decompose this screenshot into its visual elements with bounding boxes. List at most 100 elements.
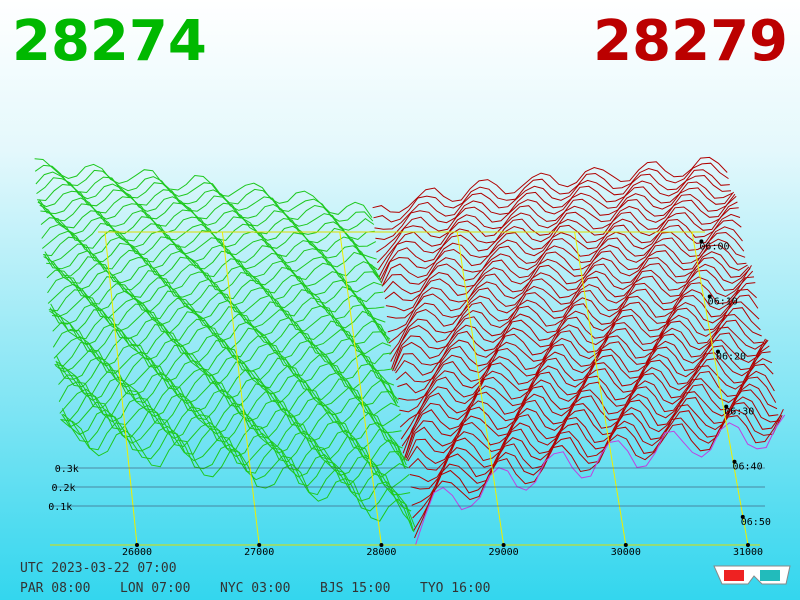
time-label: 06:50 (741, 517, 771, 528)
city-clock: BJS 15:00 (320, 581, 390, 596)
ask-depth-line (383, 226, 743, 295)
ask-depth-line (381, 213, 741, 287)
city-clock: LON 07:00 (120, 581, 190, 596)
ask-depth-line (398, 313, 762, 401)
time-label: 06:40 (732, 462, 762, 473)
bid-depth-line (50, 303, 397, 405)
ask-depth-line (392, 276, 755, 372)
utc-time: UTC 2023-03-22 07:00 (20, 561, 177, 576)
bid-depth-line (63, 419, 416, 528)
price-tick-label: 29000 (489, 547, 519, 558)
time-label: 06:00 (699, 241, 729, 252)
price-grid-line (339, 231, 382, 546)
ask-depth-line (395, 294, 759, 376)
bid-depth-line (55, 356, 404, 461)
time-tick (707, 294, 712, 299)
ask-depth-line (387, 251, 748, 333)
bid-depth-line (36, 177, 375, 241)
ask-depth-line (376, 187, 734, 264)
ask-depth-line (414, 408, 784, 539)
bid-depth-line (56, 361, 406, 470)
depth-tick-label: 0.1k (48, 502, 72, 513)
bid-depth-line (39, 204, 381, 281)
bid-depth-line (46, 262, 390, 342)
bid-depth-line (46, 269, 391, 345)
price-grid-line (104, 231, 138, 546)
bid-depth-line (61, 408, 414, 532)
ask-depth-line (415, 414, 786, 546)
ask-depth-line (376, 181, 733, 253)
ask-depth-line (410, 389, 779, 490)
price-tick-label: 31000 (733, 547, 763, 558)
bid-depth-line (52, 328, 400, 416)
ask-depth-line (388, 256, 750, 344)
price-tick-label: 26000 (122, 547, 152, 558)
ask-depth-line (379, 201, 738, 281)
3d-glasses-icon[interactable] (713, 565, 791, 585)
bid-depth-line (41, 230, 384, 303)
city-clock: NYC 03:00 (220, 581, 290, 596)
ask-depth-line (396, 301, 760, 383)
ask-depth-line (405, 358, 773, 459)
price-tick (746, 543, 750, 547)
ask-depth-line (384, 231, 745, 302)
ask-depth-line (408, 376, 777, 471)
price-grid-line (574, 231, 627, 546)
bid-depth-line (34, 158, 373, 218)
bid-depth-line (57, 367, 407, 466)
bid-depth-line (34, 164, 374, 222)
depth-history (34, 156, 786, 546)
bid-depth-line (47, 276, 392, 355)
ask-depth-line (393, 282, 756, 370)
ask-depth-line (399, 319, 764, 413)
time-label: 06:10 (708, 296, 738, 307)
ask-depth-line (385, 238, 746, 312)
price-tick (623, 543, 628, 547)
ask-depth-line (377, 193, 736, 271)
ask-depth-line (399, 326, 765, 428)
time-tick (732, 459, 737, 464)
ask-depth-line (375, 174, 732, 241)
price-tick-label: 28000 (366, 547, 396, 558)
ask-depth-line (380, 207, 739, 284)
price-tick-label: 30000 (611, 547, 641, 558)
bid-depth-line (52, 321, 400, 406)
bid-depth-line (51, 309, 398, 407)
axes: 26000 27000 28000 29000 30000 31000 0.1k 0.2k 0.… (48, 231, 771, 558)
bid-depth-line (59, 388, 410, 489)
price-grid-line (456, 231, 505, 546)
ask-depth-line (407, 370, 775, 464)
ask-depth-line (391, 270, 754, 369)
ask-depth-line (409, 383, 778, 483)
price-tick (135, 543, 139, 547)
ask-depth-line (386, 244, 747, 319)
bid-price: 28274 (12, 9, 207, 74)
price-tick (379, 543, 384, 547)
ask-depth-line (406, 363, 774, 460)
floor-edge (50, 231, 760, 546)
ask-depth-line (411, 396, 780, 506)
bid-depth-line (58, 374, 408, 468)
bid-depth-line (47, 283, 393, 365)
ask-depth-line (404, 351, 771, 457)
bid-depth-line (53, 336, 401, 427)
ask-depth-line (400, 332, 766, 440)
time-label: 06:30 (724, 407, 754, 418)
ask-depth-line (372, 156, 728, 213)
ask-depth-line (373, 162, 729, 223)
bid-depth-line (43, 250, 387, 334)
ask-depth-line (374, 169, 730, 230)
depth-tick-label: 0.2k (51, 483, 75, 494)
ask-price: 28279 (593, 9, 788, 74)
time-tick (715, 349, 720, 354)
bid-depth-line (37, 183, 377, 247)
price-grid-line (221, 231, 260, 546)
time-tick (699, 239, 704, 244)
city-clock: PAR 08:00 (20, 581, 90, 596)
price-tick (501, 543, 506, 547)
depth-tick-label: 0.3k (55, 464, 79, 475)
time-tick (724, 404, 729, 409)
price-tick (257, 543, 262, 547)
